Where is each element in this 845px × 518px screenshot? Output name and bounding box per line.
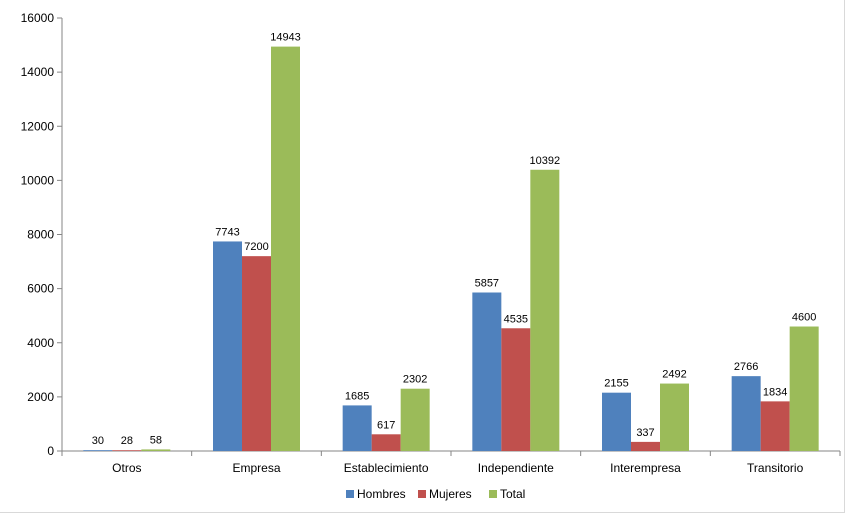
data-label: 1685 bbox=[345, 390, 369, 402]
bar-total bbox=[271, 46, 300, 451]
y-tick-label: 16000 bbox=[21, 11, 55, 25]
data-label: 4600 bbox=[792, 312, 816, 324]
y-tick-label: 0 bbox=[47, 444, 54, 458]
category-label: Interempresa bbox=[610, 461, 681, 475]
bar-hombres bbox=[731, 376, 761, 451]
data-label: 617 bbox=[377, 419, 395, 431]
data-label: 14943 bbox=[270, 32, 301, 44]
category-label: Empresa bbox=[232, 461, 280, 475]
bar-hombres bbox=[472, 292, 502, 451]
data-label: 7200 bbox=[244, 241, 268, 253]
bar-mujeres bbox=[631, 441, 660, 451]
bar-hombres bbox=[602, 392, 631, 451]
data-label: 2766 bbox=[734, 361, 758, 373]
data-label: 7743 bbox=[215, 226, 239, 238]
bar-mujeres bbox=[760, 401, 790, 451]
category-label: Establecimiento bbox=[344, 461, 429, 475]
bar-total bbox=[530, 169, 560, 452]
y-tick-label: 14000 bbox=[21, 65, 55, 79]
category-label: Transitorio bbox=[747, 461, 804, 475]
y-tick-label: 8000 bbox=[27, 228, 54, 242]
legend-swatch-total bbox=[489, 490, 497, 498]
data-label: 5857 bbox=[475, 277, 499, 289]
bar-mujeres bbox=[371, 434, 401, 451]
data-label: 4535 bbox=[504, 313, 528, 325]
data-label: 30 bbox=[92, 435, 104, 447]
data-label: 10392 bbox=[530, 155, 561, 167]
bar-total bbox=[141, 449, 171, 451]
data-label: 1834 bbox=[763, 386, 787, 398]
legend-swatch-mujeres bbox=[418, 490, 426, 498]
y-tick-label: 10000 bbox=[21, 173, 55, 187]
bar-mujeres bbox=[112, 450, 142, 451]
bars bbox=[83, 46, 819, 452]
axes: 0 2000 4000 6000 8000 10000 12000 14000 16000 Otr… bbox=[21, 11, 841, 475]
legend-swatch-hombres bbox=[346, 490, 354, 498]
data-labels: 30 28 58 7743 7200 14943 1685 617 2302 5857 4535 10… bbox=[92, 32, 817, 448]
bar-mujeres bbox=[501, 328, 531, 451]
legend-label: Mujeres bbox=[429, 487, 472, 501]
data-label: 337 bbox=[636, 427, 654, 439]
data-label: 2155 bbox=[604, 378, 628, 390]
bar-total bbox=[400, 388, 430, 451]
y-tick-label: 12000 bbox=[21, 119, 55, 133]
category-label: Independiente bbox=[478, 461, 554, 475]
bar-hombres bbox=[342, 405, 372, 451]
data-label: 2492 bbox=[662, 369, 686, 381]
bar-hombres bbox=[213, 241, 242, 451]
bar-total bbox=[660, 383, 689, 451]
data-label: 28 bbox=[121, 435, 133, 447]
y-tick-label: 6000 bbox=[27, 282, 54, 296]
y-tick-label: 2000 bbox=[27, 390, 54, 404]
category-label: Otros bbox=[112, 461, 141, 475]
data-label: 58 bbox=[150, 434, 162, 446]
legend-label: Hombres bbox=[357, 487, 406, 501]
data-label: 2302 bbox=[403, 374, 427, 386]
legend: Hombres Mujeres Total bbox=[346, 487, 525, 501]
bar-mujeres bbox=[242, 256, 271, 451]
legend-label: Total bbox=[500, 487, 525, 501]
y-tick-label: 4000 bbox=[27, 336, 54, 350]
bar-hombres bbox=[83, 450, 113, 451]
bar-total bbox=[789, 326, 819, 451]
